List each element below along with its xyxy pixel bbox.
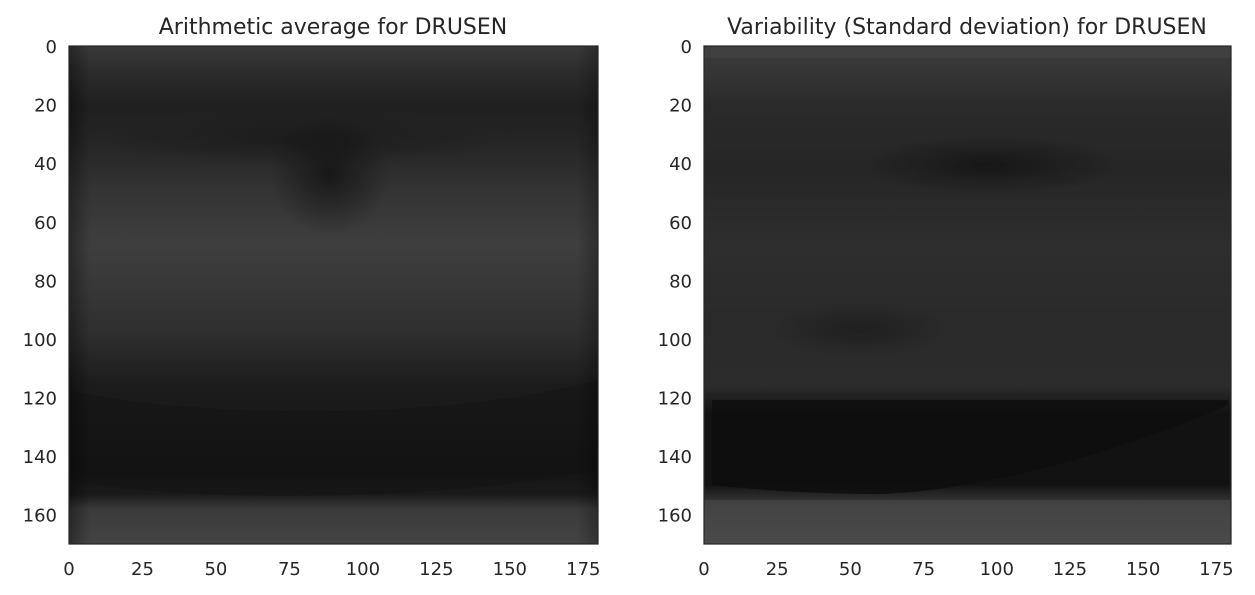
y-tick-label: 0 [46, 37, 57, 58]
x-tick-label: 25 [766, 559, 789, 580]
x-tick-label: 50 [204, 559, 227, 580]
x-tick-label: 100 [980, 559, 1014, 580]
y-tick-label: 60 [669, 213, 692, 234]
x-tick-label: 175 [1199, 559, 1233, 580]
y-tick-label: 100 [658, 330, 692, 351]
x-tick-label: 175 [566, 559, 600, 580]
axes-frame-std [703, 45, 1232, 545]
x-tick-labels-mean: 0 25 50 75 100 125 150 175 [63, 559, 600, 580]
y-tick-label: 40 [34, 154, 57, 175]
y-tick-labels-mean: 0 20 40 60 80 100 120 140 160 [23, 37, 57, 527]
x-tick-label: 0 [698, 559, 709, 580]
chart-title-std: Variability (Standard deviation) for DRU… [727, 15, 1207, 40]
x-tick-label: 25 [131, 559, 154, 580]
x-tick-label: 50 [839, 559, 862, 580]
heatmap-std-panel: Variability (Standard deviation) for DRU… [658, 15, 1234, 580]
chart-title-mean: Arithmetic average for DRUSEN [159, 15, 508, 40]
y-tick-labels-std: 0 20 40 60 80 100 120 140 160 [658, 37, 692, 527]
heatmap-std-image [704, 46, 1231, 544]
x-tick-label: 75 [912, 559, 935, 580]
x-tick-label: 100 [346, 559, 380, 580]
x-tick-label: 150 [1126, 559, 1160, 580]
y-tick-label: 60 [34, 213, 57, 234]
y-tick-label: 0 [681, 37, 692, 58]
y-tick-label: 20 [669, 96, 692, 117]
x-tick-labels-std: 0 25 50 75 100 125 150 175 [698, 559, 1233, 580]
y-tick-label: 160 [658, 506, 692, 527]
x-tick-label: 150 [493, 559, 527, 580]
heatmap-mean-image [69, 46, 598, 544]
heatmap-mean-panel: Arithmetic average for DRUSEN 0 20 40 60 80 1… [23, 15, 601, 580]
y-tick-label: 20 [34, 96, 57, 117]
x-tick-label: 125 [1053, 559, 1087, 580]
y-tick-label: 40 [669, 154, 692, 175]
y-tick-label: 120 [658, 389, 692, 410]
x-tick-label: 0 [63, 559, 74, 580]
y-tick-label: 140 [658, 447, 692, 468]
x-tick-label: 125 [419, 559, 453, 580]
y-tick-label: 80 [669, 271, 692, 292]
axes-frame-mean [68, 45, 599, 545]
y-tick-label: 120 [23, 389, 57, 410]
x-tick-label: 75 [278, 559, 301, 580]
y-tick-label: 100 [23, 330, 57, 351]
y-tick-label: 140 [23, 447, 57, 468]
y-tick-label: 160 [23, 506, 57, 527]
y-tick-label: 80 [34, 271, 57, 292]
